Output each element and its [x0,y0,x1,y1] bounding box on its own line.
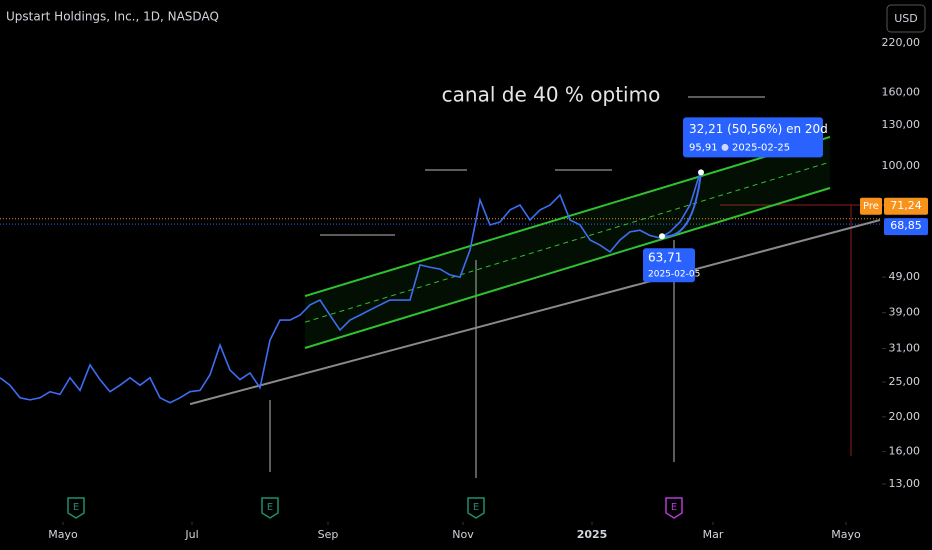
session-badge-label: Pre [863,201,879,212]
measure-from-box [643,248,695,283]
earnings-label: E [671,502,677,513]
x-tick-label: 2025 [577,528,608,541]
currency-button[interactable] [886,4,926,33]
earnings-label: E [473,502,479,513]
session-badge [860,197,882,215]
y-tick-label: 25,00 [889,375,921,388]
trendline [304,136,831,298]
y-tick-label: 160,00 [882,86,921,99]
measure-arrow [661,172,702,238]
price-badge-label: 68,85 [890,219,922,232]
measure-box [683,117,823,158]
earnings-marker [261,497,279,519]
trendline [304,187,831,349]
trendline [304,161,831,323]
chart-title: Upstart Holdings, Inc., 1D, NASDAQ [6,10,219,24]
price-badge-label: 71,24 [890,199,922,212]
y-tick-label: 220,00 [882,36,921,49]
measure-from-date: 2025-02-05 [648,270,700,280]
earnings-marker [467,497,485,519]
x-tick-label: Mar [703,528,724,541]
earnings-marker [665,497,683,519]
measure-text: 32,21 (50,56%) en 20d [689,122,828,136]
x-tick-label: Nov [452,528,474,541]
measure-to-label: 95,91 [689,142,718,153]
measure-from-label: 63,71 [648,251,682,265]
trendline [189,219,881,406]
price-badge [884,218,928,236]
clock-icon [721,143,729,151]
measure-end [698,169,704,176]
price-line-series [0,172,701,404]
measure-to-date: 2025-02-25 [732,142,790,153]
price-badge [884,197,928,215]
x-tick-label: Jul [184,528,198,541]
annotation: canal de 40 % optimo [442,83,661,107]
y-tick-label: 100,00 [882,159,921,172]
x-tick-label: Sep [318,528,339,541]
x-tick-label: Mayo [48,528,78,541]
y-tick-label: 16,00 [889,445,921,458]
currency-label[interactable]: USD [894,12,918,25]
y-tick-label: 13,00 [889,477,921,490]
x-tick-label: Mayo [831,528,861,541]
measure-start [659,233,665,240]
earnings-marker [67,497,85,519]
earnings-label: E [73,502,79,513]
y-tick-label: 31,00 [889,342,921,355]
y-tick-label: 39,00 [889,306,921,319]
y-tick-label: 130,00 [882,118,921,131]
earnings-label: E [267,502,273,513]
y-tick-label: 20,00 [889,410,921,423]
y-tick-label: 49,00 [889,270,921,283]
